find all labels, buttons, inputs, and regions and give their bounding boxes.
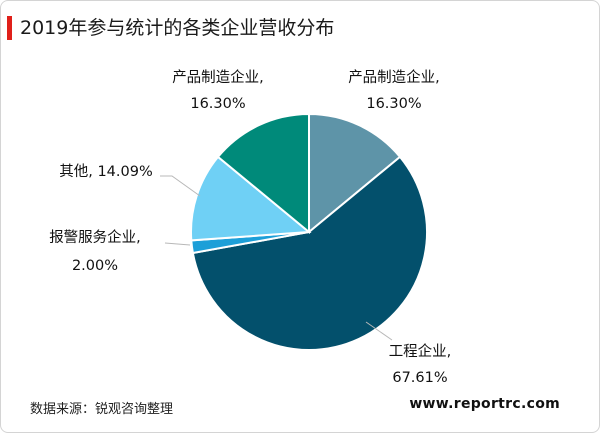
slice-name-label-3: 报警服务企业, bbox=[49, 228, 141, 246]
leader-lines bbox=[160, 175, 393, 341]
slice-label-4: 其他, 14.09% bbox=[59, 163, 153, 180]
pie-slice-5 bbox=[216, 112, 310, 235]
slice-value-label-3: 2.00% bbox=[72, 258, 118, 274]
pie-slice-2 bbox=[191, 155, 429, 351]
slice-value-label-1: 16.30% bbox=[366, 96, 421, 112]
slice-name-label-1: 产品制造企业, bbox=[348, 68, 440, 86]
slice-value-label-2: 67.61% bbox=[392, 370, 447, 386]
slice-name-label-5: 产品制造企业, bbox=[172, 68, 264, 86]
website-watermark: www.reportrc.com bbox=[409, 396, 560, 412]
leader-line-4 bbox=[160, 175, 201, 197]
title-accent-bar bbox=[7, 16, 12, 40]
pie-slices bbox=[190, 112, 429, 351]
slice-labels: 产品制造企业, 16.30% 工程企业, 67.61% 报警服务企业, 2.00% 其他, … bbox=[49, 68, 451, 386]
slice-name-label-2: 工程企业, bbox=[389, 342, 452, 360]
chart-title: 2019年参与统计的各类企业营收分布 bbox=[20, 17, 335, 39]
slice-value-label-5: 16.30% bbox=[190, 96, 245, 112]
leader-line-2 bbox=[365, 321, 393, 341]
pie-slice-4 bbox=[190, 155, 312, 242]
data-source-note: 数据来源：锐观咨询整理 bbox=[30, 402, 174, 417]
pie-slice-1 bbox=[308, 112, 402, 235]
leader-line-3 bbox=[164, 242, 191, 246]
